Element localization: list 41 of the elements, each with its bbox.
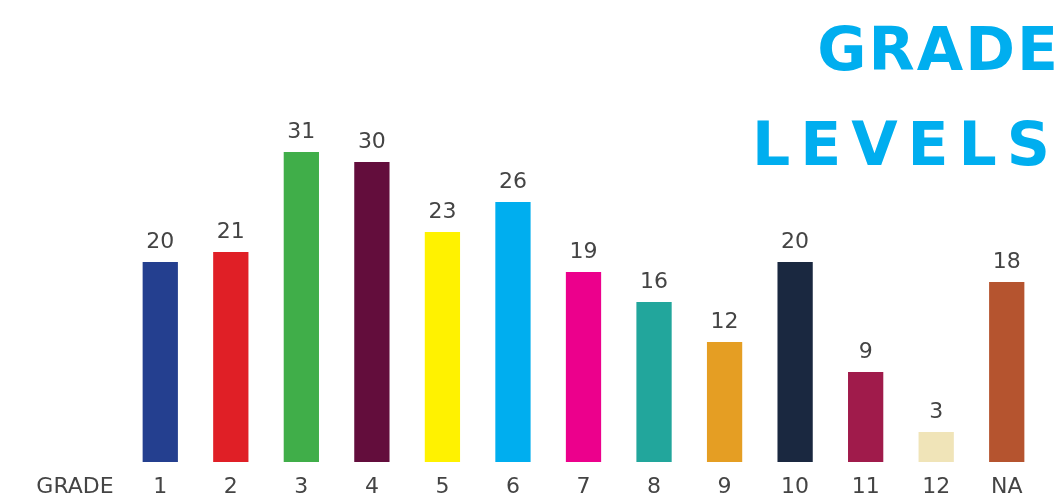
bar [777, 262, 813, 462]
data-label: 31 [287, 118, 316, 143]
x-tick-label: 7 [576, 473, 591, 495]
x-tick-label: 12 [922, 473, 951, 495]
x-tick-label: 11 [851, 473, 880, 495]
bar [989, 282, 1025, 462]
x-tick-label: NA [990, 473, 1023, 495]
bar [918, 432, 954, 462]
x-axis-title: GRADE [36, 473, 114, 495]
bar [142, 262, 178, 462]
bar [565, 272, 602, 462]
x-tick-label: 3 [294, 473, 309, 495]
data-label: 19 [569, 238, 598, 263]
data-label: 23 [428, 198, 457, 223]
bar [706, 342, 743, 462]
x-tick-label: 6 [505, 473, 520, 495]
bar [848, 372, 884, 462]
x-tick-label: 5 [435, 473, 450, 495]
data-label: 26 [498, 168, 527, 193]
data-label: 18 [992, 248, 1021, 273]
x-tick-label: 2 [223, 473, 238, 495]
data-label: 16 [640, 268, 669, 293]
data-label: 20 [781, 228, 810, 253]
x-tick-label: 1 [153, 473, 168, 495]
bar [424, 232, 461, 462]
data-label: 20 [146, 228, 175, 253]
data-label: 9 [858, 338, 873, 363]
bar [283, 152, 319, 462]
bar [354, 162, 390, 462]
data-label: 30 [357, 128, 386, 153]
data-label: 21 [216, 218, 245, 243]
data-label: 3 [929, 398, 944, 423]
bar [213, 252, 249, 462]
bar [495, 202, 531, 462]
bar [636, 302, 672, 462]
x-tick-label: 10 [781, 473, 810, 495]
chart-title: GRADE LEVELS [751, 14, 1060, 179]
data-label: 12 [710, 308, 739, 333]
x-tick-label: 8 [647, 473, 662, 495]
x-tick-label: 4 [364, 473, 379, 495]
x-tick-label: 9 [717, 473, 732, 495]
